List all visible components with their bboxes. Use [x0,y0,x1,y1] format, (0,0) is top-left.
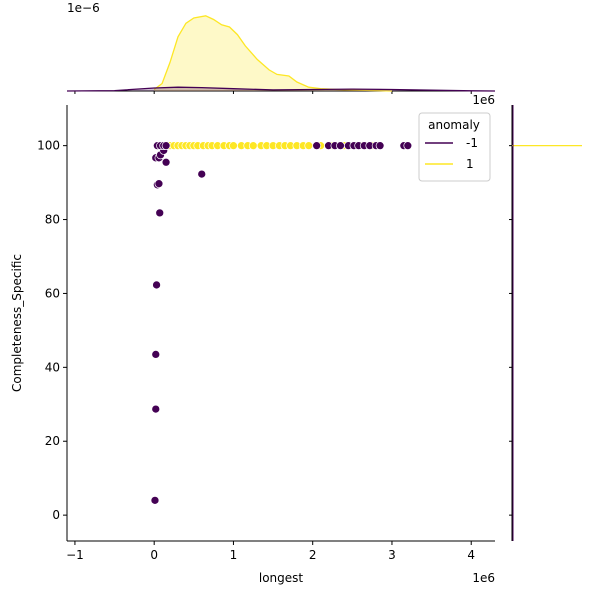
density-line-1 [153,15,393,92]
x-offset-text: 1e6 [472,571,495,585]
y-axis-label: Completeness_Specific [10,254,24,392]
scatter-point [336,141,345,150]
density-line-neg1 [66,86,496,92]
y-tick-label: 40 [45,360,60,374]
x-tick-label: −1 [66,548,84,562]
scatter-point [154,179,164,189]
scatter-point [197,169,207,179]
top-marginal-offset-text: 1e−6 [67,1,100,15]
scatter-point [229,141,238,150]
x-tick-label: 2 [309,548,317,562]
x-tick-label: 3 [388,548,396,562]
legend-title: anomaly [428,118,480,132]
scatter-point [375,141,385,150]
scatter-point [151,350,161,359]
y-tick-label: 60 [45,286,60,300]
scatter-point [155,208,165,218]
scatter-point [403,141,413,150]
scatter-point [304,141,314,150]
y-tick-label: 100 [37,139,60,153]
scatter-point [150,496,160,505]
legend-label: 1 [466,157,474,171]
scatter-point [152,280,161,290]
x-axis-label: longest [259,571,304,585]
scatter-point [151,404,161,414]
scatter-point [248,141,258,150]
legend-label: -1 [466,136,478,150]
x-tick-label: 0 [150,548,158,562]
scatter-point [161,157,171,167]
legend: anomaly -1 1 [418,112,491,182]
scatter-point [312,141,322,150]
x-tick-label: 1 [230,548,238,562]
scatter-point [161,141,171,150]
right-marginal-offset-text: 1e6 [472,93,495,107]
right-marginal-density [509,105,582,541]
y-tick-label: 20 [45,434,60,448]
top-marginal-density [66,15,496,94]
density-area-1 [154,15,392,91]
y-tick-label: 80 [45,213,60,227]
x-tick-label: 4 [467,548,475,562]
y-tick-label: 0 [52,508,60,522]
